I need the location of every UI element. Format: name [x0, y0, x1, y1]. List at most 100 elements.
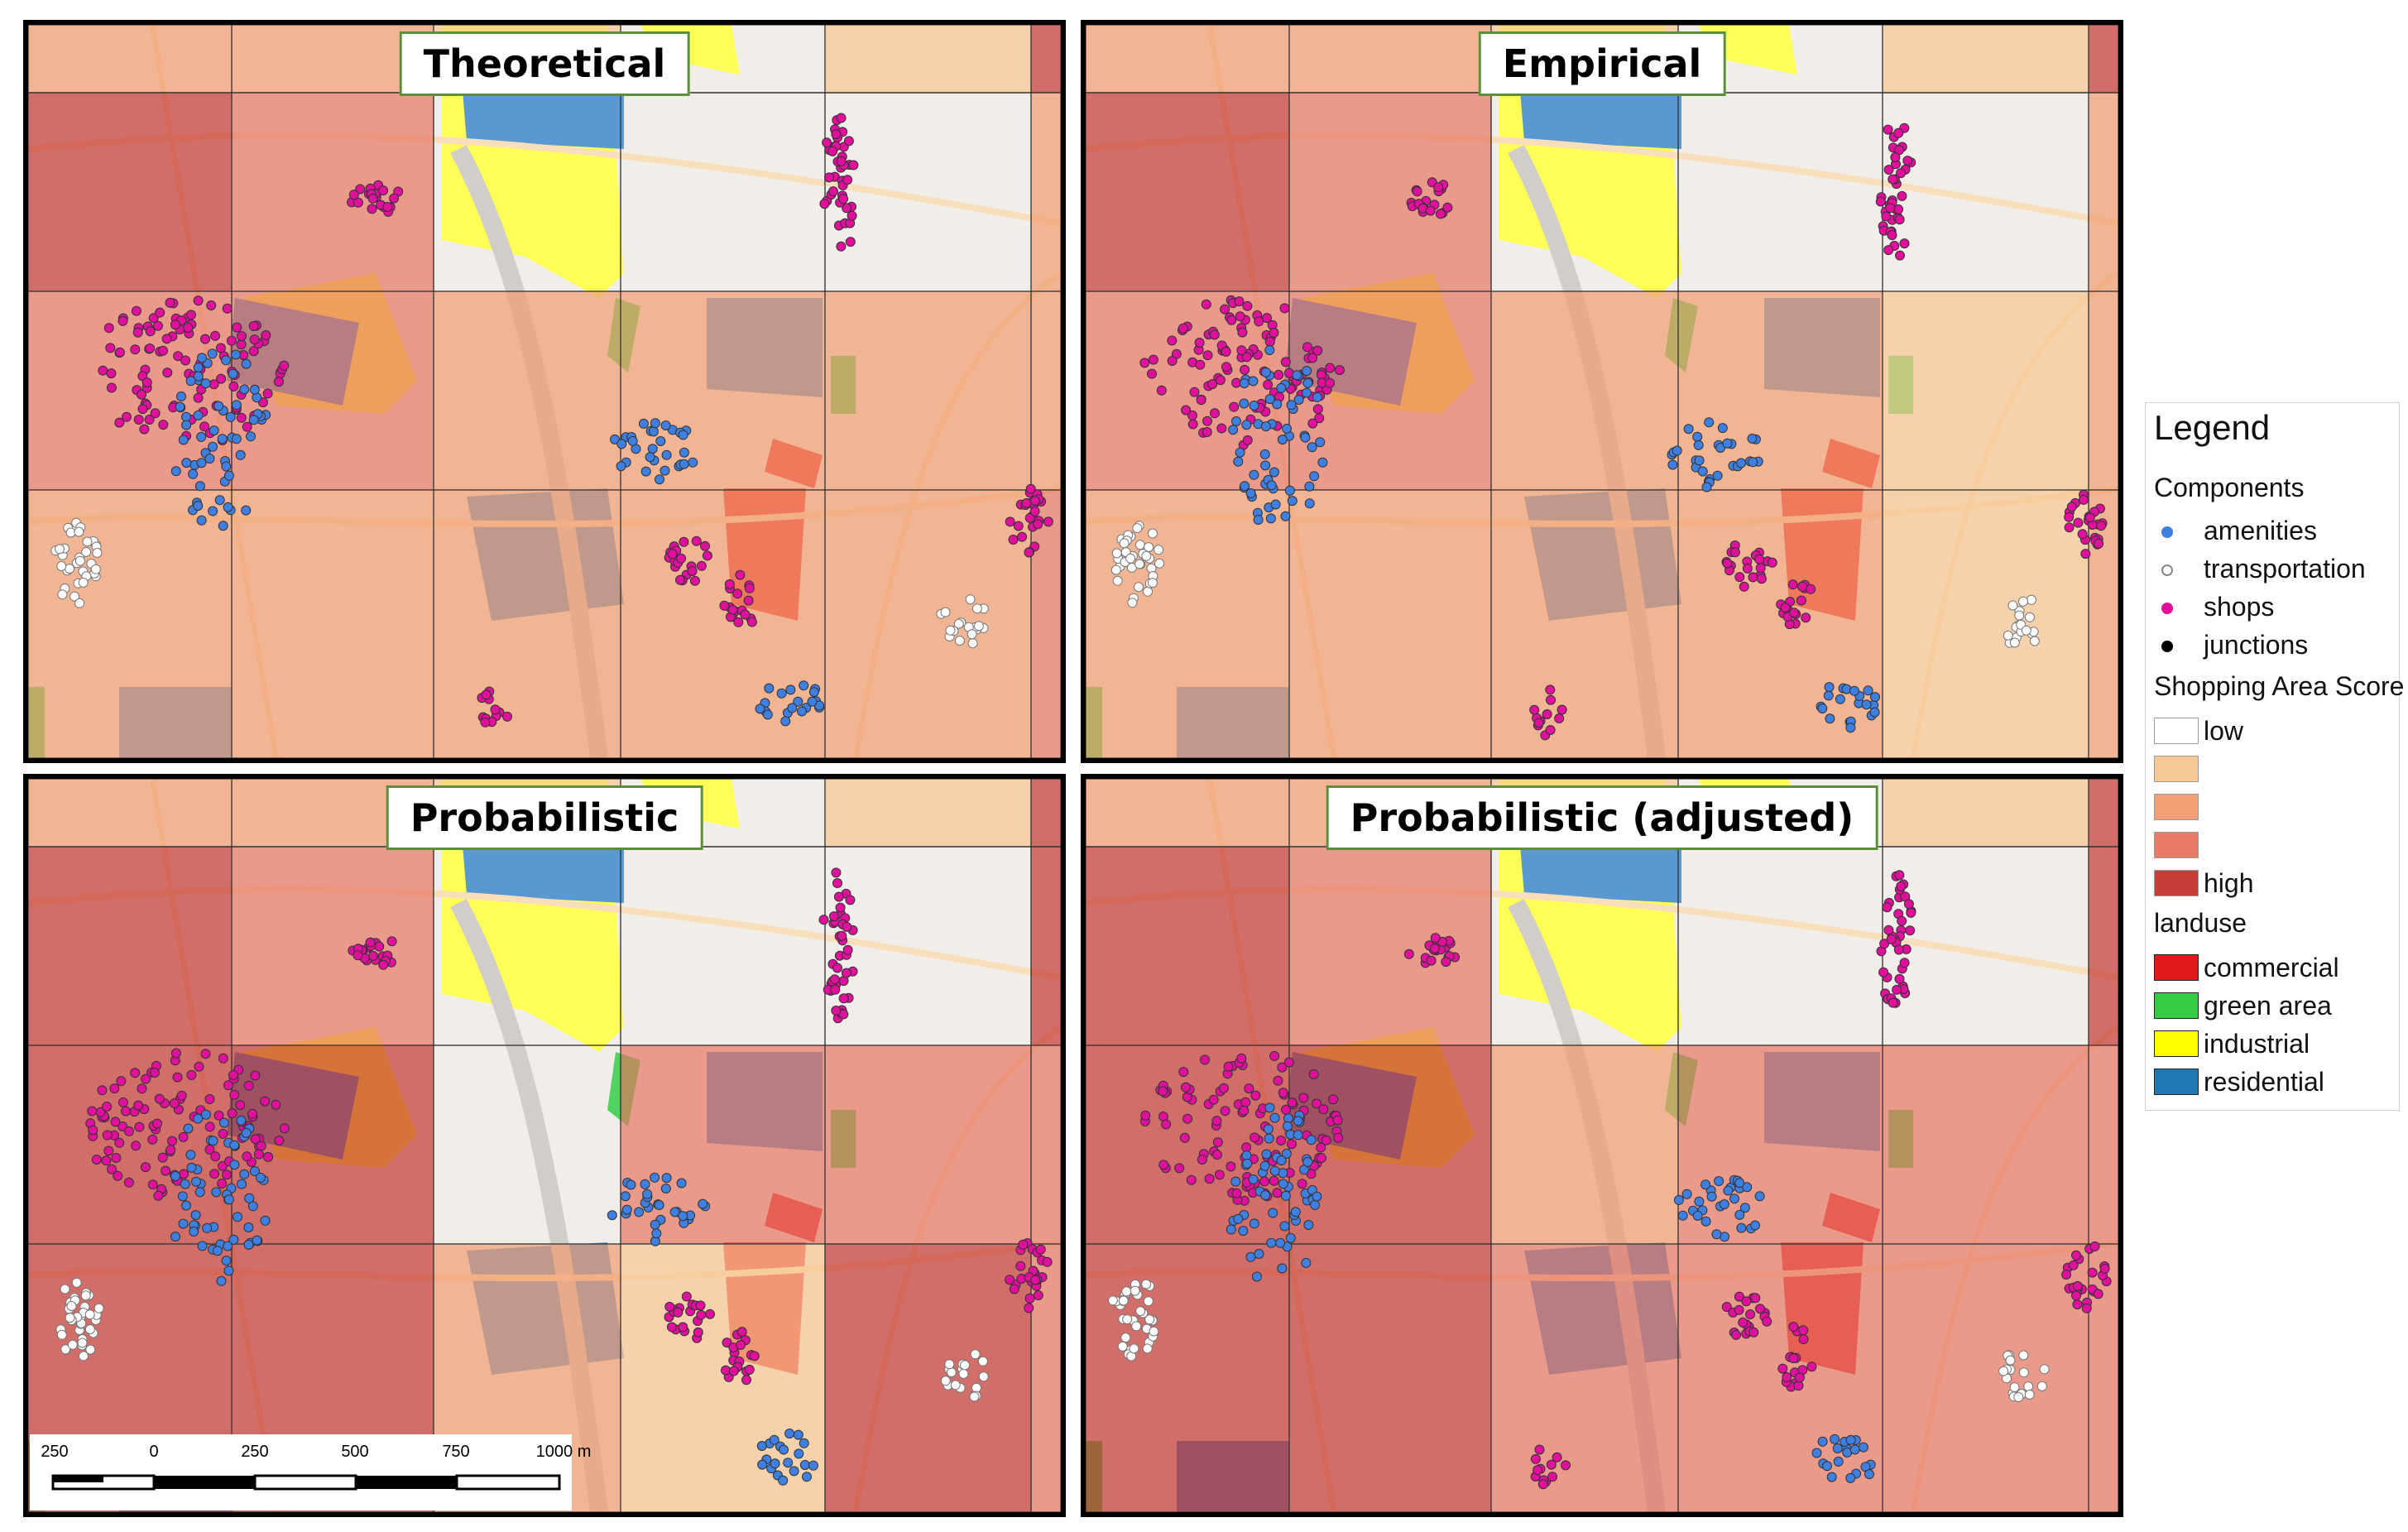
shop-point — [237, 331, 247, 342]
shop-point — [131, 1141, 142, 1151]
score-cell — [1030, 846, 1061, 1046]
amenity-point — [661, 1173, 672, 1184]
shop-point — [1220, 304, 1230, 315]
amenity-point — [1276, 1155, 1287, 1165]
amenity-point — [650, 418, 660, 429]
amenity-point — [616, 439, 627, 449]
shop-point — [1894, 214, 1905, 225]
transportation-point — [977, 1356, 988, 1366]
shop-point — [1207, 379, 1218, 390]
shop-point — [204, 1121, 215, 1132]
amenity-point — [1700, 1216, 1711, 1227]
shop-point — [705, 1309, 715, 1319]
amenity-point — [1245, 1251, 1256, 1262]
shop-point — [696, 1309, 707, 1320]
transportation-point — [2014, 610, 2025, 621]
amenity-point — [1293, 1130, 1303, 1141]
amenity-point — [180, 1179, 190, 1189]
amenity-point — [214, 495, 225, 506]
shop-point — [681, 1291, 692, 1302]
shop-point — [2077, 529, 2088, 540]
transportation-point — [960, 1360, 970, 1371]
shop-point — [1734, 1304, 1744, 1315]
transportation-point — [2024, 612, 2035, 622]
map-canvas — [1086, 779, 2118, 1512]
amenity-point — [200, 378, 211, 389]
shop-point — [827, 146, 838, 156]
shop-point — [123, 1177, 134, 1188]
amenity-point — [170, 1232, 180, 1242]
shop-point — [365, 937, 376, 948]
amenity-point — [228, 368, 238, 379]
shop-point — [1545, 684, 1556, 695]
shop-point — [1024, 547, 1034, 558]
shop-point — [1161, 1119, 1172, 1130]
amenity-point — [1717, 423, 1728, 434]
shop-point — [1240, 364, 1250, 375]
amenity-point — [243, 1239, 254, 1250]
shop-point — [1209, 329, 1220, 340]
shop-point — [1269, 1175, 1279, 1186]
amenity-point — [1242, 1158, 1253, 1169]
amenity-point — [1729, 1193, 1739, 1204]
shop-point — [1801, 612, 1811, 623]
amenity-point — [1290, 1207, 1301, 1217]
amenity-point — [1281, 1148, 1292, 1159]
shop-point — [1174, 1163, 1185, 1174]
shop-point — [831, 1006, 842, 1016]
shop-point — [667, 549, 678, 559]
shop-point — [142, 377, 152, 388]
transportation-point — [66, 1301, 77, 1311]
shop-point — [103, 323, 114, 334]
shop-point — [746, 617, 757, 627]
shop-point — [102, 1102, 113, 1112]
shop-point — [1242, 300, 1253, 311]
shop-point — [1788, 1353, 1799, 1364]
amenity-point — [797, 706, 807, 717]
amenity-point — [252, 1235, 262, 1246]
transportation-point — [1131, 1321, 1142, 1332]
score-cell — [824, 92, 1032, 292]
shop-point — [1195, 359, 1206, 370]
shop-point — [1212, 1137, 1223, 1148]
amenity-point — [181, 458, 192, 468]
shop-point — [1214, 1169, 1225, 1180]
shop-point — [204, 1144, 215, 1155]
amenity-point — [1233, 1213, 1244, 1224]
shop-point — [702, 550, 712, 561]
shop-point — [1552, 1452, 1562, 1462]
amenity-point — [207, 348, 218, 359]
shop-point — [158, 420, 169, 430]
shop-point — [389, 193, 400, 204]
shop-point — [2080, 549, 2091, 559]
shop-point — [248, 321, 259, 331]
legend-item-industrial: industrial — [2204, 1029, 2310, 1059]
transportation-point — [1141, 1279, 1152, 1289]
amenity-point — [1312, 391, 1322, 402]
amenity-point — [1849, 1444, 1860, 1455]
shop-point — [147, 1134, 158, 1145]
transportation-point — [967, 629, 977, 640]
shop-point — [1234, 296, 1245, 307]
shop-point — [1297, 1179, 1307, 1189]
shop-point — [261, 330, 271, 340]
transportation-point — [2023, 1381, 2034, 1392]
transportation-point — [958, 1368, 969, 1379]
shop-point — [695, 1300, 706, 1311]
amenity-point — [1293, 395, 1304, 405]
shop-point — [743, 595, 754, 606]
amenity-point — [1269, 1112, 1280, 1123]
shop-point — [1005, 516, 1015, 527]
shop-point — [1897, 190, 1907, 201]
score-cell — [433, 92, 621, 292]
shop-point — [1734, 572, 1745, 583]
transportation-point — [1147, 578, 1158, 588]
amenity-point — [648, 426, 659, 437]
shop-point — [818, 915, 829, 925]
amenity-point — [1233, 456, 1244, 467]
shop-point — [1269, 1050, 1280, 1061]
shop-point — [1242, 435, 1253, 445]
score-cell — [231, 92, 434, 292]
amenity-point — [197, 1241, 208, 1251]
amenity-point — [678, 430, 688, 440]
